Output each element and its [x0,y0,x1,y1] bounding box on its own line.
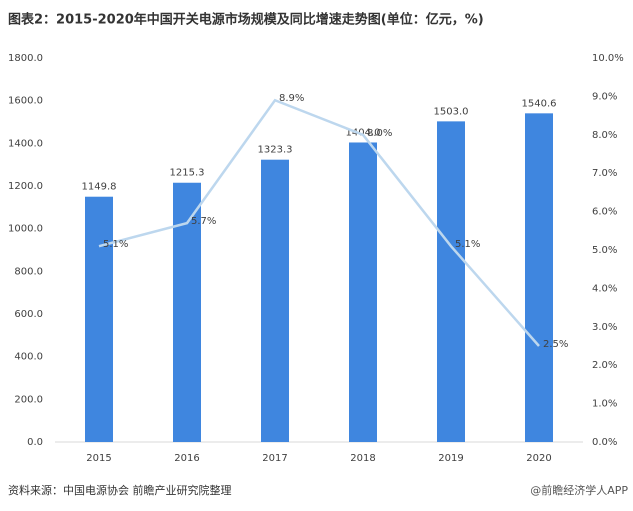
y-tick-label: 800.0 [14,266,43,277]
bar-value-label: 1323.3 [258,145,293,156]
y-tick-label: 1400.0 [8,138,43,149]
bar-value-label: 1215.3 [170,168,205,179]
credit: @前瞻经济学人APP [530,483,628,497]
x-tick-label: 2016 [174,453,199,464]
line-value-label: 8.0% [367,128,392,139]
bar-value-label: 1540.6 [522,98,557,109]
y2-tick-label: 7.0% [592,168,617,179]
y2-tick-label: 10.0% [592,53,624,64]
y-tick-label: 1000.0 [8,224,43,235]
y2-tick-label: 9.0% [592,91,617,102]
line-value-label: 8.9% [279,93,304,104]
y-tick-label: 200.0 [14,394,43,405]
y2-tick-label: 6.0% [592,207,617,218]
y-tick-label: 600.0 [14,309,43,320]
bar-value-label: 1149.8 [82,182,117,193]
y2-tick-label: 1.0% [592,399,617,410]
bar [349,142,377,443]
y2-tick-label: 0.0% [592,437,617,448]
bar [525,113,553,442]
bar [261,159,289,443]
line-value-label: 2.5% [543,339,568,350]
line [98,98,540,347]
y2-tick-label: 2.0% [592,360,617,371]
y2-tick-label: 3.0% [592,322,617,333]
chart-title: 图表2：2015-2020年中国开关电源市场规模及同比增速走势图(单位：亿元，%… [8,12,484,28]
bar-value-label: 1404.0 [346,127,381,138]
line-value-label: 5.1% [103,239,128,250]
y2-tick-label: 5.0% [592,245,617,256]
y2-tick-label: 8.0% [592,130,617,141]
x-tick-label: 2020 [526,453,551,464]
x-tick-label: 2019 [438,453,463,464]
x-tick-label: 2017 [262,453,287,464]
y-tick-label: 1600.0 [8,96,43,107]
y-tick-label: 1200.0 [8,181,43,192]
bar [85,196,113,442]
line-value-label: 5.7% [191,216,216,227]
bar [437,121,465,443]
bar-value-label: 1503.0 [434,106,469,117]
x-tick-label: 2018 [350,453,375,464]
line-value-label: 5.1% [455,239,480,250]
y-tick-label: 1800.0 [8,53,43,64]
y-tick-label: 0.0 [27,437,43,448]
y-tick-label: 400.0 [14,352,43,363]
x-tick-label: 2015 [86,453,111,464]
source: 资料来源：中国电源协会 前瞻产业研究院整理 [8,483,232,497]
y2-tick-label: 4.0% [592,283,617,294]
